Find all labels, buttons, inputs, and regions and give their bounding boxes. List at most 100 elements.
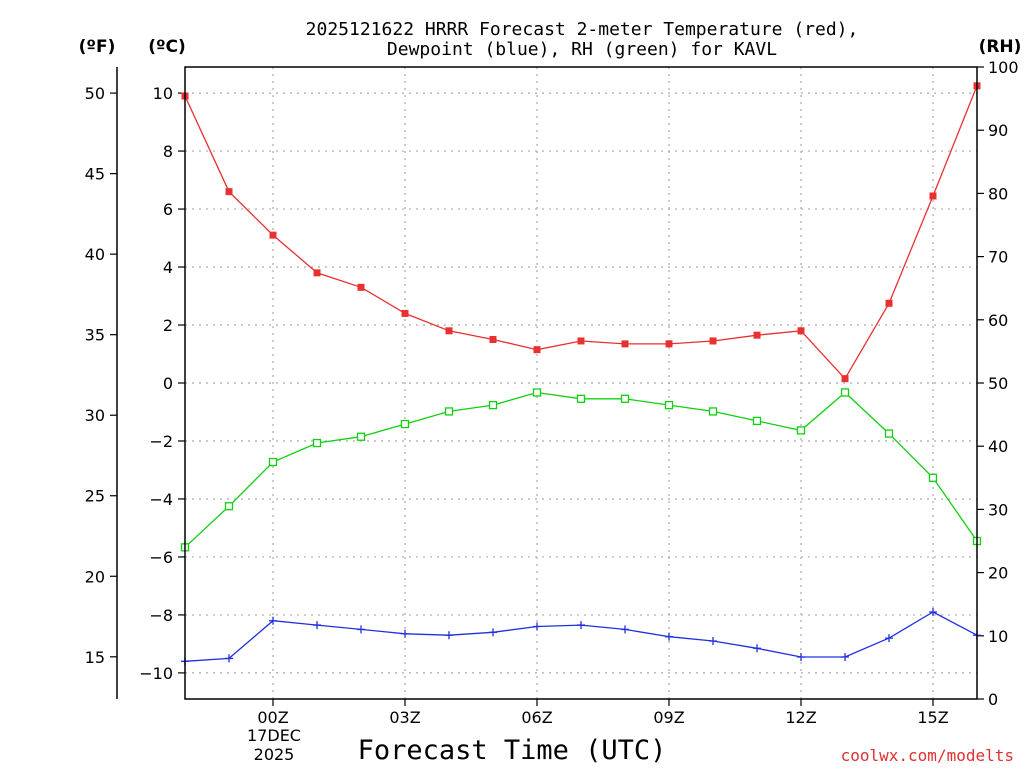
celsius-tick-label: 6 [163,200,173,219]
fahrenheit-tick-label: 30 [85,406,105,425]
fahrenheit-tick-label: 15 [85,648,105,667]
rh-point [928,473,938,482]
rh-unit-label: (RH) [979,37,1022,57]
date-label-day: 17DEC [247,726,301,745]
rh-point [224,502,234,511]
dewpoint-point [753,644,761,653]
fahrenheit-tick-label: 45 [85,165,105,184]
rh-tick-label: 90 [988,121,1008,140]
temperature-point [533,346,541,354]
celsius-tick-label: −8 [149,606,173,625]
temperature-series-line [184,85,978,380]
rh-tick-label: 40 [988,437,1008,456]
dewpoint-point [709,637,717,646]
credit-link[interactable]: coolwx.com/modelts [841,746,1014,765]
dewpoint-point [885,634,893,643]
fahrenheit-tick-label: 35 [85,326,105,345]
gridlines [185,67,977,699]
rh-point [884,429,894,438]
dewpoint-point [313,621,321,630]
temperature-point [577,337,585,345]
fahrenheit-tick-label: 25 [85,487,105,506]
temperature-point [225,188,233,196]
dewpoint-point [621,625,629,634]
rh-point [708,407,718,416]
dewpoint-point [401,629,409,638]
rh-tick-label: 50 [988,374,1008,393]
celsius-tick-label: −6 [149,548,173,567]
temperature-point [401,309,409,317]
rh-tick-label: 0 [988,690,998,709]
series-layer [180,82,982,666]
celsius-tick-label: 2 [163,316,173,335]
temperature-point [929,192,937,200]
temperature-point [885,299,893,307]
rh-point [400,419,410,429]
dewpoint-point [269,616,277,625]
temperature-point [269,231,277,239]
fahrenheit-tick-label: 40 [85,245,105,264]
plot-frame [184,66,978,700]
rh-point [488,400,498,410]
temperature-point [665,340,673,348]
fahrenheit-tick-label: 50 [85,84,105,103]
celsius-tick-label: 4 [163,258,173,277]
fahrenheit-tick-label: 20 [85,567,105,586]
x-axis-label: Forecast Time (UTC) [358,735,667,766]
axes: 1086420−2−4−6−8−105045403530252015100908… [85,58,1019,727]
rh-point [752,416,762,426]
rh-tick-label: 80 [988,184,1008,203]
dewpoint-point [357,625,365,634]
x-tick-label: 12Z [785,708,816,727]
rh-point [532,388,542,397]
celsius-tick-label: 10 [153,84,173,103]
rh-point [576,394,586,403]
rh-point [620,394,630,403]
temperature-point [753,331,761,339]
date-label-year: 2025 [254,745,295,764]
rh-point [444,407,454,416]
x-tick-label: 06Z [521,708,552,727]
celsius-tick-label: −4 [149,490,173,509]
chart-title-line-2: Dewpoint (blue), RH (green) for KAVL [387,39,777,60]
celsius-tick-label: 0 [163,374,173,393]
rh-point [796,426,806,435]
temperature-point [357,283,365,291]
dewpoint-point [533,622,541,631]
fahrenheit-unit-label: (ºF) [79,37,116,57]
rh-tick-label: 20 [988,564,1008,583]
x-tick-label: 15Z [917,708,948,727]
celsius-tick-label: −10 [139,664,173,683]
dewpoint-point [929,608,937,617]
rh-point [268,457,278,467]
dewpoint-point [225,654,233,663]
temperature-point [621,340,629,348]
x-tick-label: 00Z [257,708,288,727]
chart-title-line-1: 2025121622 HRRR Forecast 2-meter Tempera… [306,19,859,40]
temperature-point [313,269,321,277]
celsius-tick-label: −2 [149,432,173,451]
dewpoint-series-line [184,611,978,662]
rh-point [664,400,674,410]
dewpoint-point [445,631,453,640]
x-tick-label: 03Z [389,708,420,727]
rh-tick-label: 10 [988,627,1008,646]
dewpoint-point [841,652,849,661]
rh-tick-label: 100 [988,58,1019,77]
celsius-tick-label: 8 [163,142,173,161]
rh-tick-label: 30 [988,500,1008,519]
temperature-point [841,375,849,383]
temperature-point [797,327,805,335]
temperature-point [445,327,453,335]
rh-point [312,438,322,448]
rh-tick-label: 70 [988,248,1008,267]
temperature-point [709,337,717,345]
x-tick-label: 09Z [653,708,684,727]
temperature-point [489,336,497,344]
rh-tick-label: 60 [988,311,1008,330]
dewpoint-point [577,621,585,630]
dewpoint-point [797,652,805,661]
rh-point [356,432,366,441]
celsius-unit-label: (ºC) [148,37,186,57]
